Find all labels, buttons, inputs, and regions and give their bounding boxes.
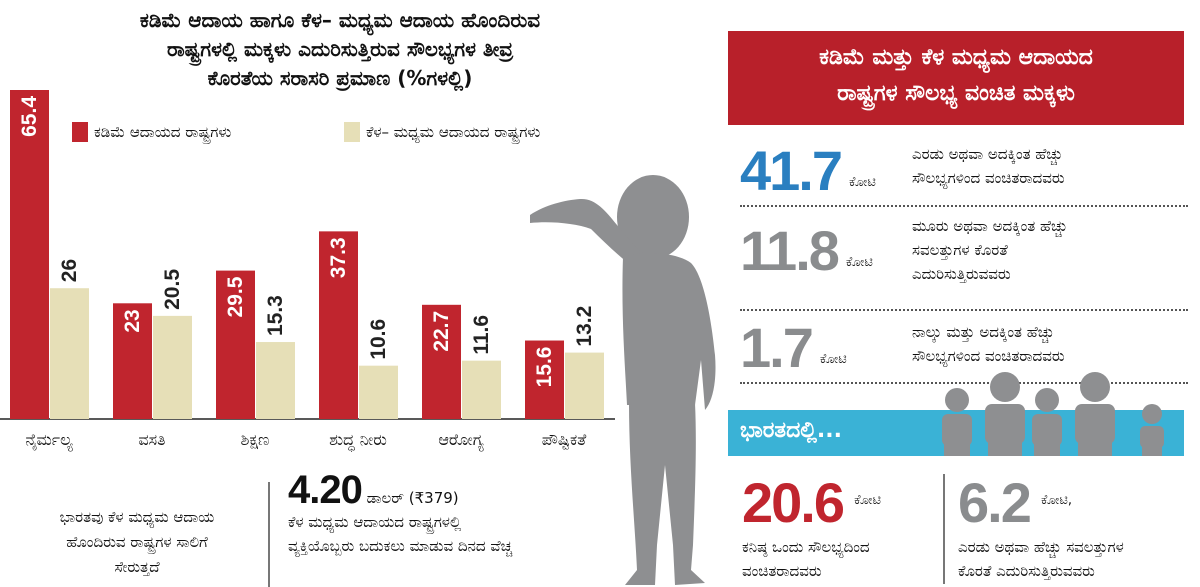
bar-value-label: 26 [58, 259, 81, 282]
legend-swatch-beige [344, 122, 360, 142]
india-desc-line: ಕನಿಷ್ಠ ಒಂದು ಸೌಲಭ್ಯದಿಂದ [742, 538, 870, 556]
bar-low-4 [422, 304, 461, 419]
legend-label-low: ಕಡಿಮೆ ಆದಾಯದ ರಾಷ್ಟ್ರಗಳು [94, 123, 232, 141]
india-desc-line: ಎರಡು ಅಥವಾ ಹೆಚ್ಚು ಸವಲತ್ತುಗಳ [958, 538, 1124, 556]
category-label: ನೈರ್ಮಲ್ಯ [25, 430, 73, 451]
note-line-2: ಹೊಂದಿರುವ ರಾಷ್ಟ್ರಗಳ ಸಾಲಿಗೆ [66, 533, 208, 551]
daily-cost-value: 4.20 [288, 468, 363, 512]
right-panel-header: ಕಡಿಮೆ ಮತ್ತು ಕೆಳ ಮಧ್ಯಮ ಆದಾಯದ ರಾಷ್ಟ್ರಗಳ ಸೌ… [728, 31, 1184, 125]
bar-value-label: 15.3 [264, 295, 287, 336]
category-label: ಪೌಷ್ಟಿಕತೆ [542, 430, 587, 450]
category-label: ವಸತಿ [138, 430, 165, 449]
stat-41-7: 41.7 ಕೋಟಿ ಎರಡು ಅಥವಾ ಅದಕ್ಕಿಂತ ಹೆಚ್ಚು ಸೌಲಭ… [740, 138, 1190, 202]
dotted-divider [740, 205, 1188, 207]
bar-value-label: 37.3 [327, 237, 350, 278]
stat-desc-line: ಸವಲತ್ತುಗಳ ಕೊರತೆ [912, 241, 1008, 259]
stat-description: ಎರಡು ಅಥವಾ ಅದಕ್ಕಿಂತ ಹೆಚ್ಚು ಸೌಲಭ್ಯಗಳಿಂದ ವಂ… [912, 142, 1065, 190]
children-group-icon [942, 372, 1164, 456]
chart-title: ಕಡಿಮೆ ಆದಾಯ ಹಾಗೂ ಕೆಳ– ಮಧ್ಯಮ ಆದಾಯ ಹೊಂದಿರುವ… [20, 6, 660, 93]
india-stat-number: 6.2 [958, 471, 1032, 534]
bar-value-label: 10.6 [367, 319, 390, 360]
header-line-2: ರಾಷ್ಟ್ರಗಳ ಸೌಲಭ್ಯ ವಂಚಿತ ಮಕ್ಕಳು [837, 81, 1075, 106]
dotted-divider [740, 309, 1188, 311]
bar-low-2 [216, 270, 255, 419]
header-line-1: ಕಡಿಮೆ ಮತ್ತು ಕೆಳ ಮಧ್ಯಮ ಆದಾಯದ [819, 45, 1093, 70]
bar-lowmid-3 [359, 365, 398, 419]
india-stat-unit: ಕೋಟಿ, [1040, 493, 1072, 508]
india-desc-line: ಕೊರತೆ ಎದುರಿಸುತ್ತಿರುವವರು [958, 562, 1095, 580]
india-divider [943, 474, 945, 584]
bar-value-label: 22.7 [430, 311, 453, 352]
bar-value-label: 11.6 [470, 315, 493, 355]
bar-lowmid-2 [256, 342, 295, 419]
stat-11-8: 11.8 ಕೋಟಿ ಮೂರು ಅಥವಾ ಅದಕ್ಕಿಂತ ಹೆಚ್ಚು ಸವಲತ… [740, 214, 1190, 286]
india-stat-number: 20.6 [742, 471, 845, 534]
stat-desc-line: ಎದುರಿಸುತ್ತಿರುವವರು [912, 265, 1011, 283]
stat-desc-line: ಸೌಲಭ್ಯಗಳಿಂದ ವಂಚಿತರಾದವರು [912, 347, 1065, 365]
legend-label-lowmid: ಕೆಳ– ಮಧ್ಯಮ ಆದಾಯದ ರಾಷ್ಟ್ರಗಳು [366, 123, 541, 141]
note-line-1: ಭಾರತವು ಕೆಳ ಮಧ್ಯಮ ಆದಾಯ [59, 508, 215, 526]
bar-chart: 65.4 26 ನೈರ್ಮಲ್ಯ 23 20.5 ವಸತಿ 29.5 15.3 ಶಿಕ್ಷಣ 37… [0, 90, 615, 453]
stat-desc-line: ಮೂರು ಅಥವಾ ಅದಕ್ಕಿಂತ ಹೆಚ್ಚು [912, 217, 1068, 235]
bar-value-label: 23 [121, 309, 144, 332]
dotted-divider [740, 382, 1188, 384]
stat-description: ನಾಲ್ಕು ಮತ್ತು ಅದಕ್ಕಿಂತ ಹೆಚ್ಚು ಸೌಲಭ್ಯಗಳಿಂದ… [912, 320, 1065, 368]
category-label: ಶುದ್ಧ ನೀರು [329, 430, 387, 453]
category-label: ಆರೋಗ್ಯ [438, 430, 484, 451]
india-stat-desc: ಎರಡು ಅಥವಾ ಹೆಚ್ಚು ಸವಲತ್ತುಗಳ ಕೊರತೆ ಎದುರಿಸು… [958, 535, 1124, 583]
note-line-3: ಸೇರುತ್ತದೆ [114, 558, 160, 576]
stat-number: 11.8 [740, 218, 840, 282]
bar-value-label: 29.5 [224, 276, 247, 317]
legend-swatch-red [72, 122, 88, 142]
stat-number: 1.7 [740, 315, 814, 379]
stat-desc-line: ಎರಡು ಅಥವಾ ಅದಕ್ಕಿಂತ ಹೆಚ್ಚು [912, 145, 1063, 163]
daily-cost-line-2: ವ್ಯಕ್ತಿಯೊಬ್ಬರು ಬದುಕಲು ಮಾಡುವ ದಿನದ ವೆಚ್ಚ [288, 537, 513, 555]
daily-cost-line-1: ಕೆಳ ಮಧ್ಯಮ ಆದಾಯದ ರಾಷ್ಟ್ರಗಳಲ್ಲಿ [288, 513, 462, 531]
daily-cost-unit: ಡಾಲರ್ (₹379) [366, 489, 459, 507]
legend-item-lower-middle-income: ಕೆಳ– ಮಧ್ಯಮ ಆದಾಯದ ರಾಷ್ಟ್ರಗಳು [344, 122, 540, 142]
stat-desc-line: ಸೌಲಭ್ಯಗಳಿಂದ ವಂಚಿತರಾದವರು [912, 169, 1065, 187]
india-stat-6-2: 6.2 ಕೋಟಿ, ಎರಡು ಅಥವಾ ಹೆಚ್ಚು ಸವಲತ್ತುಗಳ ಕೊರ… [958, 470, 1124, 583]
title-line-3: ಕೊರತೆಯ ಸರಾಸರಿ ಪ್ರಮಾಣ (%ಗಳಲ್ಲಿ) [207, 66, 473, 90]
legend-item-low-income: ಕಡಿಮೆ ಆದಾಯದ ರಾಷ್ಟ್ರಗಳು [72, 122, 231, 142]
stat-1-7: 1.7 ಕೋಟಿ ನಾಲ್ಕು ಮತ್ತು ಅದಕ್ಕಿಂತ ಹೆಚ್ಚು ಸೌ… [740, 315, 1190, 379]
bar-value-label: 15.6 [533, 347, 556, 388]
bar-value-label: 13.2 [573, 306, 596, 347]
bar-low-1 [113, 303, 152, 419]
title-line-2: ರಾಷ್ಟ್ರಗಳಲ್ಲಿ ಮಕ್ಕಳು ಎದುರಿಸುತ್ತಿರುವ ಸೌಲಭ… [166, 37, 513, 61]
bar-low-5 [525, 340, 564, 419]
stat-unit: ಕೋಟಿ [849, 174, 876, 190]
bar-value-label: 65.4 [18, 96, 41, 137]
bar-low-3 [319, 231, 358, 419]
bar-lowmid-5 [565, 352, 604, 419]
bar-low-0 [10, 90, 49, 419]
title-line-1: ಕಡಿಮೆ ಆದಾಯ ಹಾಗೂ ಕೆಳ– ಮಧ್ಯಮ ಆದಾಯ ಹೊಂದಿರುವ [139, 8, 541, 32]
bar-lowmid-1 [153, 315, 192, 419]
india-label: ಭಾರತದಲ್ಲಿ... [740, 418, 843, 443]
stat-desc-line: ನಾಲ್ಕು ಮತ್ತು ಅದಕ್ಕಿಂತ ಹೆಚ್ಚು [912, 323, 1055, 341]
india-desc-line: ವಂಚಿತರಾದವರು [742, 562, 822, 580]
bar-value-label: 20.5 [161, 269, 184, 310]
stat-number: 41.7 [740, 138, 843, 202]
india-stat-20-6: 20.6 ಕೋಟಿ ಕನಿಷ್ಠ ಒಂದು ಸೌಲಭ್ಯದಿಂದ ವಂಚಿತರಾ… [742, 470, 881, 583]
child-silhouette-icon [530, 175, 716, 585]
bar-lowmid-4 [462, 360, 501, 419]
india-category-note: ಭಾರತವು ಕೆಳ ಮಧ್ಯಮ ಆದಾಯ ಹೊಂದಿರುವ ರಾಷ್ಟ್ರಗಳ… [22, 505, 252, 580]
india-stat-unit: ಕೋಟಿ [854, 493, 881, 508]
stat-unit: ಕೋಟಿ [845, 254, 873, 270]
bar-lowmid-0 [50, 288, 89, 419]
divider-line [268, 482, 270, 587]
stat-description: ಮೂರು ಅಥವಾ ಅದಕ್ಕಿಂತ ಹೆಚ್ಚು ಸವಲತ್ತುಗಳ ಕೊರತ… [912, 214, 1067, 286]
india-stat-desc: ಕನಿಷ್ಠ ಒಂದು ಸೌಲಭ್ಯದಿಂದ ವಂಚಿತರಾದವರು [742, 535, 881, 583]
category-label: ಶಿಕ್ಷಣ [241, 430, 270, 449]
stat-unit: ಕೋಟಿ [819, 351, 847, 367]
daily-cost-block: 4.20 ಡಾಲರ್ (₹379) ಕೆಳ ಮಧ್ಯಮ ಆದಾಯದ ರಾಷ್ಟ್… [288, 470, 513, 558]
